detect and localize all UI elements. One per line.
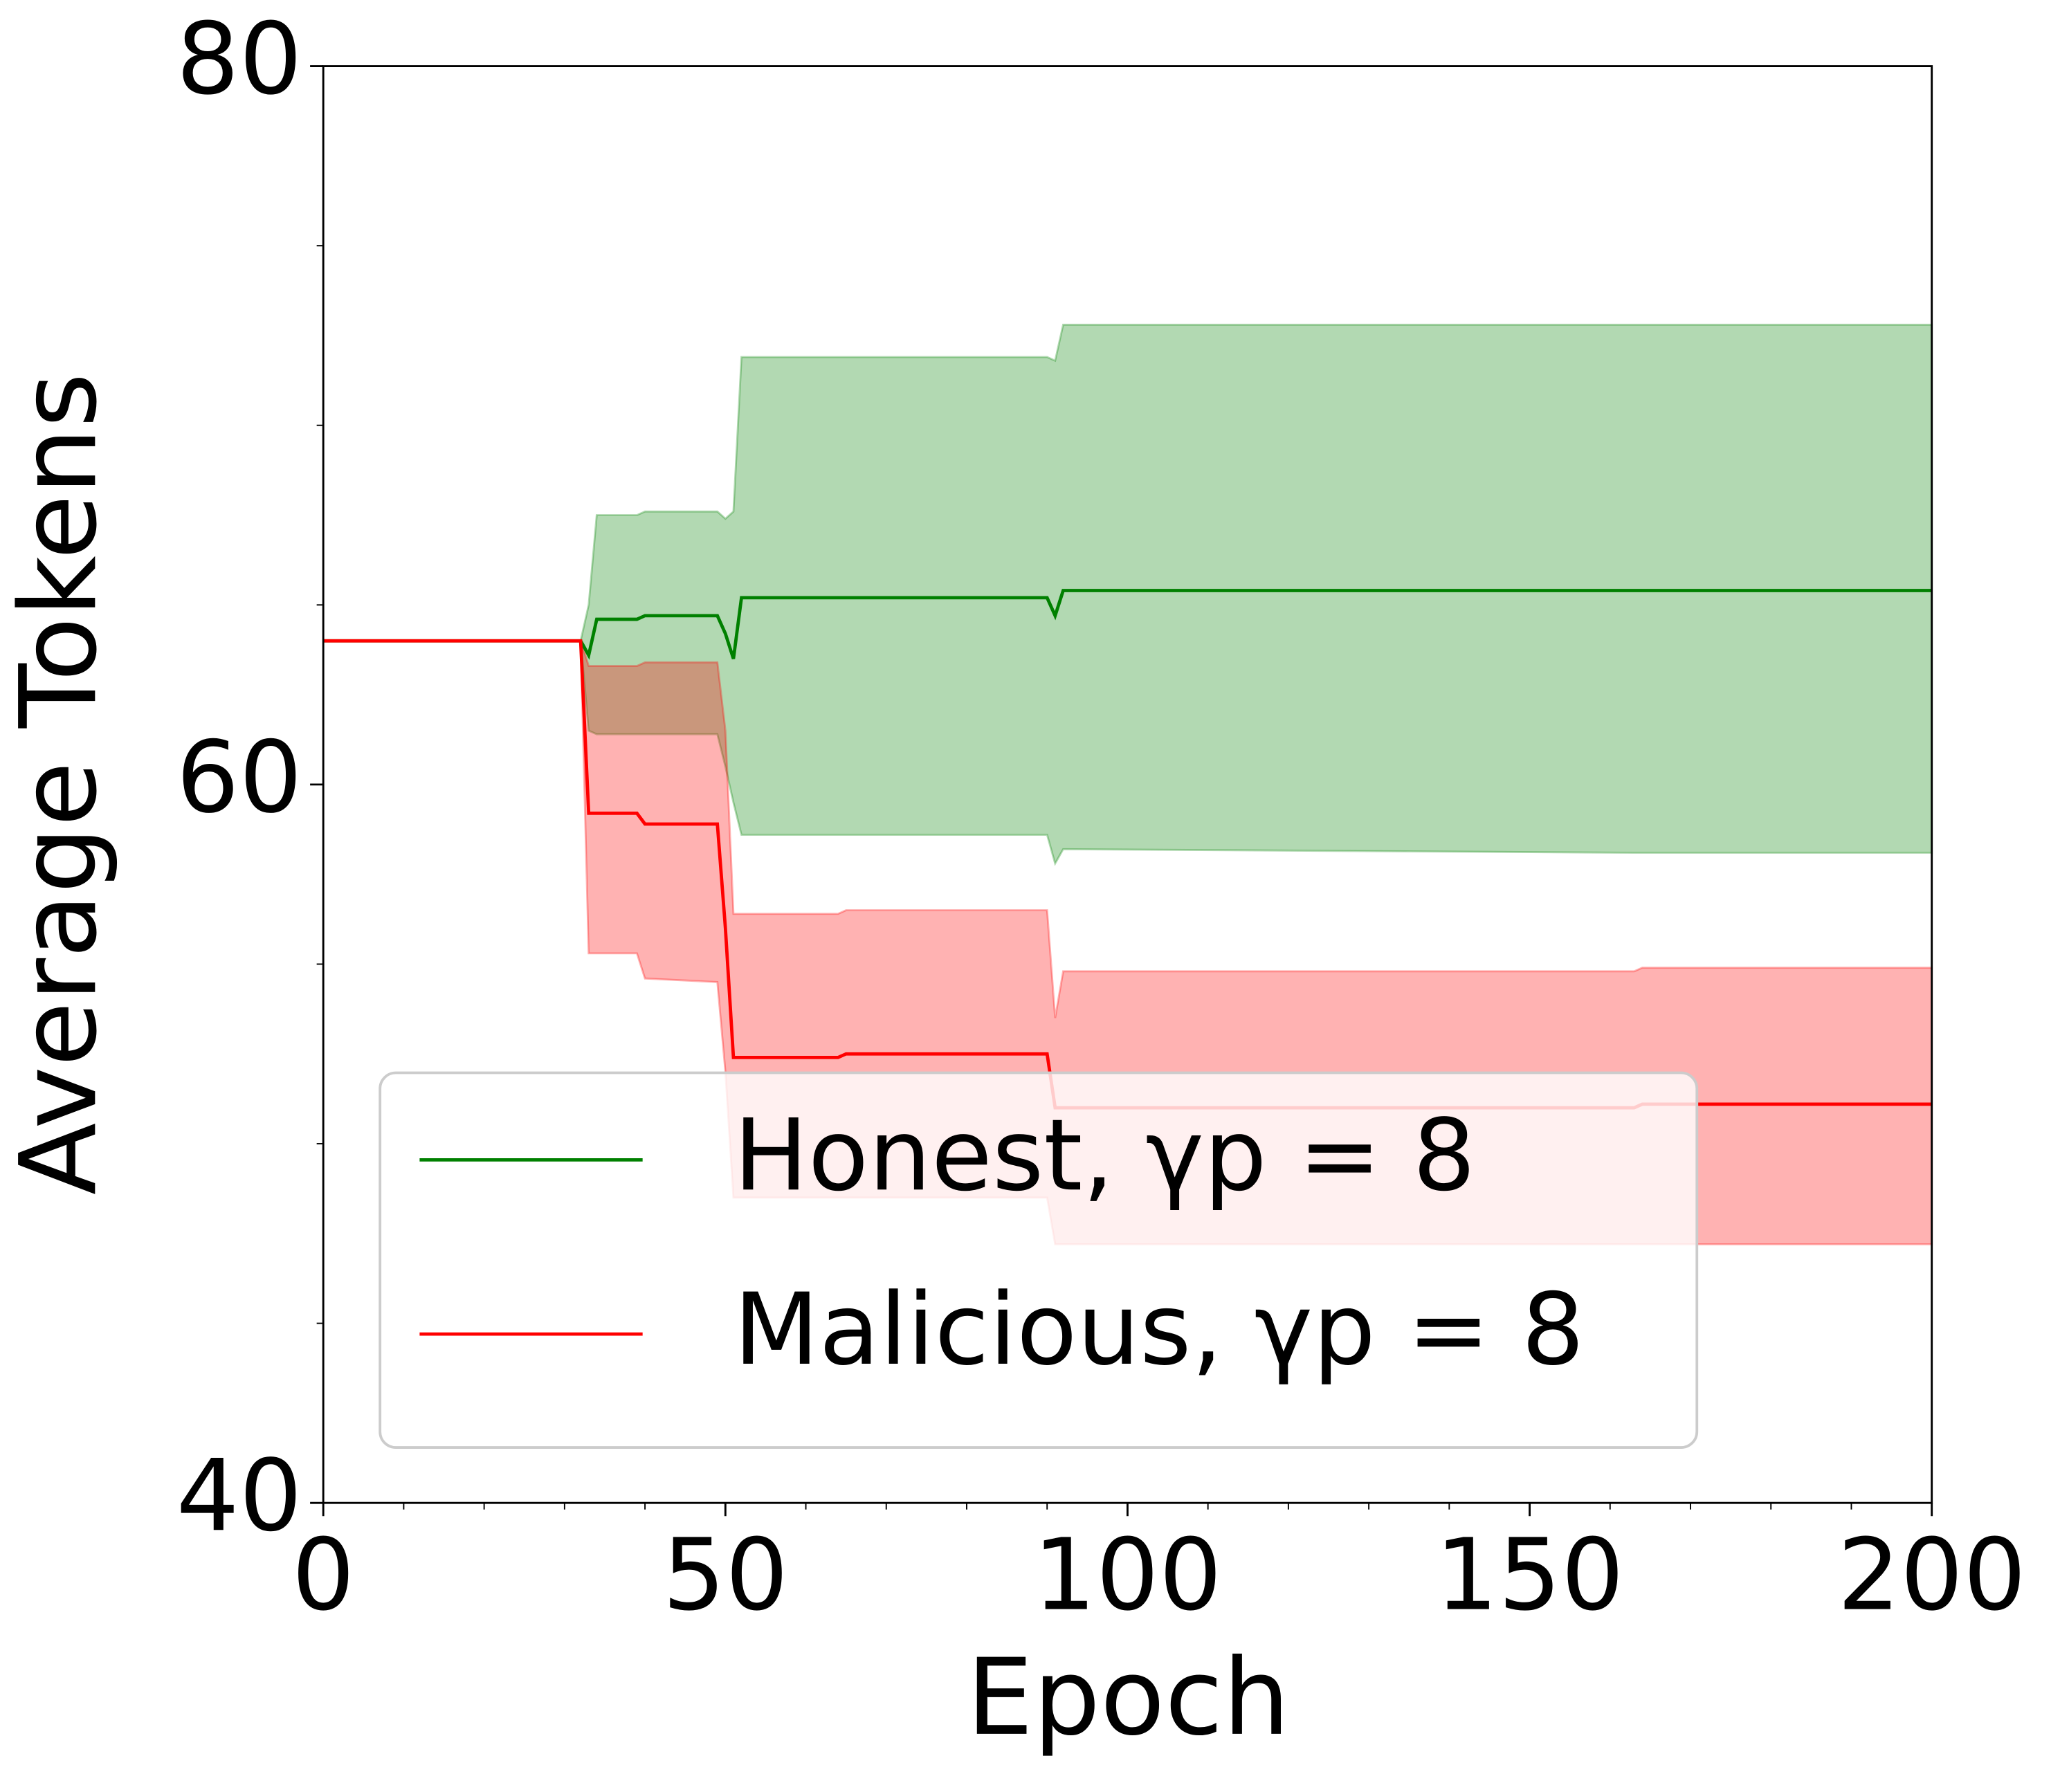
y-tick-label: 40 (176, 1438, 302, 1553)
x-tick-label: 100 (1033, 1517, 1222, 1633)
y-tick-label: 60 (176, 720, 302, 835)
legend-label: Honest, γp = 8 (733, 1097, 1475, 1213)
y-axis-label: Average Tokens (0, 373, 120, 1195)
x-tick-label: 0 (292, 1517, 355, 1633)
confidence-band (323, 323, 1933, 866)
legend-label: Malicious, γp = 8 (733, 1272, 1584, 1387)
x-tick-label: 50 (662, 1517, 788, 1633)
x-axis-label: Epoch (967, 1636, 1290, 1759)
x-tick-label: 200 (1837, 1517, 2026, 1633)
line (323, 589, 1932, 660)
legend-box (379, 1071, 1699, 1449)
y-tick-label: 80 (176, 1, 302, 117)
legend: Honest, γp = 8 Malicious, γp = 8 (379, 1071, 1699, 1449)
x-tick-label: 150 (1435, 1517, 1624, 1633)
